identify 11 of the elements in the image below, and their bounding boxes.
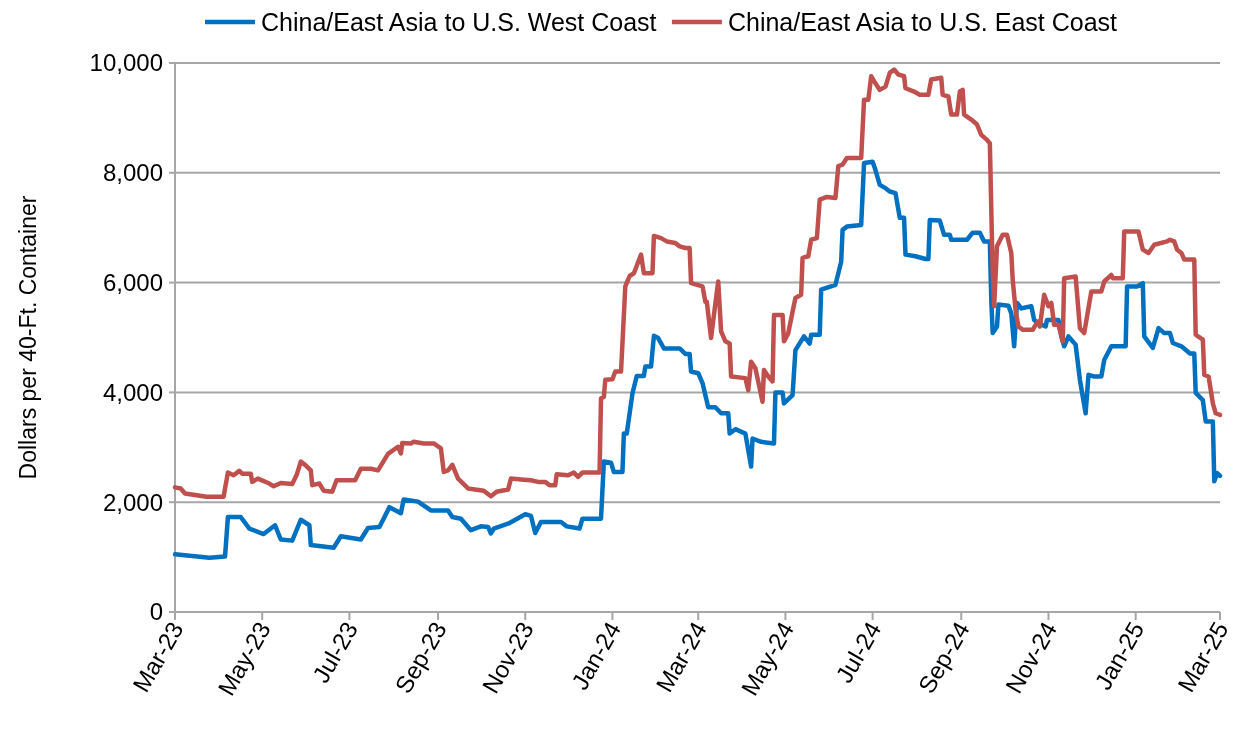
- legend-label: China/East Asia to U.S. East Coast: [727, 7, 1118, 36]
- y-axis-title: Dollars per 40-Ft. Container: [15, 195, 41, 480]
- y-tick-label: 8,000: [102, 159, 163, 187]
- y-tick-label: 6,000: [102, 269, 163, 296]
- line-series: [172, 159, 1223, 560]
- y-tick-label: 4,000: [102, 378, 163, 406]
- y-tick-label: 0: [149, 598, 163, 626]
- line-series: [172, 67, 1223, 499]
- y-tick-label: 10,000: [89, 49, 163, 77]
- legend-label: China/East Asia to U.S. West Coast: [261, 7, 657, 36]
- y-tick-label: 2,000: [102, 488, 163, 516]
